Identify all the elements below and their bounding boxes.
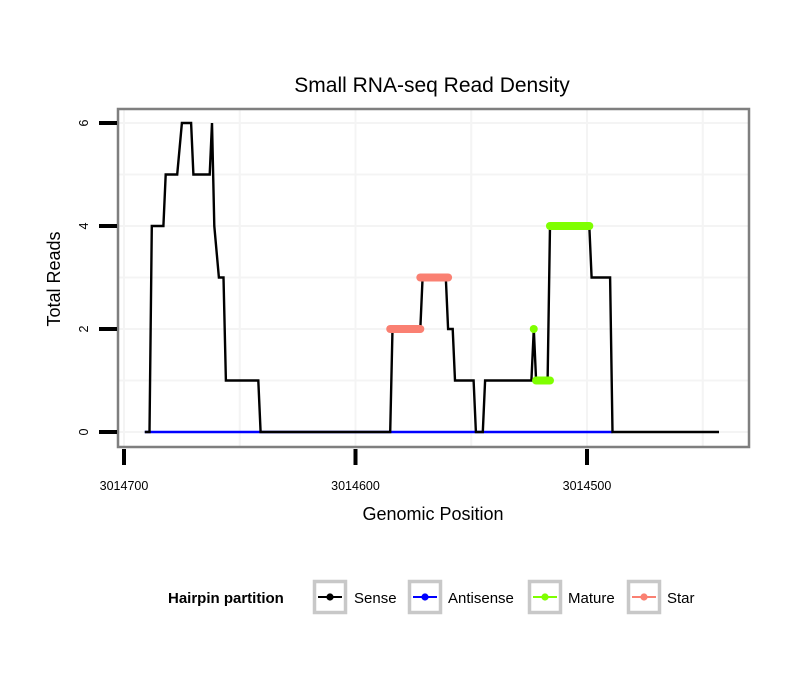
legend-item-antisense: Antisense — [407, 579, 514, 615]
x-tick-label: 3014700 — [100, 479, 149, 493]
legend-title: Hairpin partition — [168, 590, 284, 607]
x-tick-label: 3014600 — [331, 479, 380, 493]
y-tick-label: 0 — [77, 428, 91, 435]
legend-key-point — [326, 593, 334, 601]
y-tick-label: 4 — [77, 222, 91, 229]
chart-title: Small RNA-seq Read Density — [294, 74, 570, 97]
legend-key-point — [421, 593, 429, 601]
x-axis-title: Genomic Position — [362, 504, 503, 524]
x-tick-label: 3014500 — [563, 479, 612, 493]
legend: Hairpin partition Sense Antisense Mature St… — [168, 579, 695, 615]
legend-item-star: Star — [626, 579, 695, 615]
y-axis: 0 2 4 6 Total Reads — [44, 119, 117, 435]
legend-label: Mature — [568, 590, 615, 607]
plot-panel — [116, 107, 751, 449]
legend-key-point — [640, 593, 648, 601]
legend-label: Sense — [354, 590, 397, 607]
gridlines — [118, 109, 749, 447]
y-tick-label: 2 — [77, 325, 91, 332]
legend-item-sense: Sense — [312, 579, 397, 615]
legend-label: Antisense — [448, 590, 514, 607]
legend-label: Star — [667, 590, 695, 607]
y-axis-title: Total Reads — [44, 231, 64, 326]
legend-key-point — [541, 593, 549, 601]
panel-border — [116, 107, 751, 449]
x-axis: 3014700 3014600 3014500 Genomic Position — [100, 449, 612, 524]
data-marks — [144, 121, 719, 434]
legend-item-mature: Mature — [527, 579, 615, 615]
y-tick-label: 6 — [77, 119, 91, 126]
